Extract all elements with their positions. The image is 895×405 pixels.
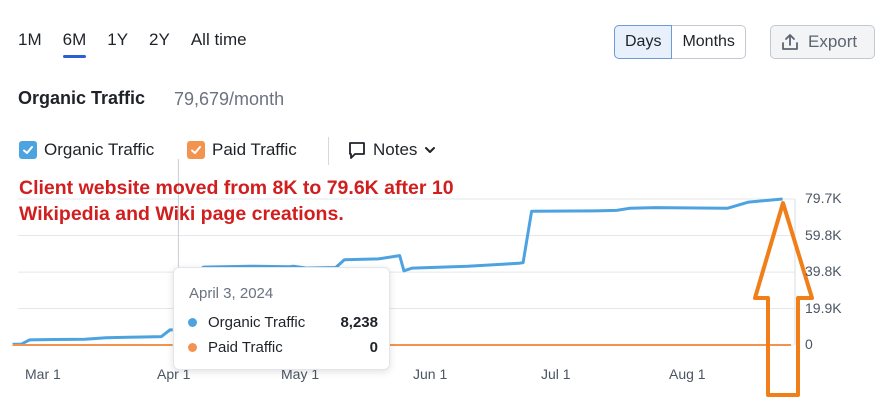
x-tick-label: Jul 1 [541,366,571,382]
tooltip-series-value: 0 [369,339,378,356]
paid-dot-icon [188,343,197,352]
legend-organic[interactable]: Organic Traffic [19,140,154,160]
legend-paid-label: Paid Traffic [212,140,297,159]
checkbox-checked-icon [19,141,37,159]
x-tick-label: Apr 1 [157,366,191,382]
days-button[interactable]: Days [614,25,673,59]
traffic-value: 79,679/month [174,89,285,109]
tab-6m[interactable]: 6M [62,30,86,58]
tooltip-row-paid: Paid Traffic 0 [188,339,378,356]
tab-all-time[interactable]: All time [190,30,247,49]
y-tick-label: 19.9K [805,300,842,316]
y-tick-label: 59.8K [805,227,842,243]
annotation-text: Client website moved from 8K to 79.6K af… [19,177,454,225]
x-tick-label: Aug 1 [669,366,706,382]
organic-dot-icon [188,318,197,327]
legend-divider [328,137,329,165]
notes-dropdown[interactable]: Notes [347,140,437,160]
chevron-down-icon [423,143,437,157]
tooltip-date: April 3, 2024 [189,285,274,302]
export-icon [781,33,799,51]
up-arrow-annotation [753,201,814,397]
y-tick-label: 79.7K [805,190,842,206]
days-months-toggle: Days Months [614,25,746,59]
tooltip-row-organic: Organic Traffic 8,238 [188,314,378,331]
export-label: Export [808,32,858,51]
comment-icon [347,140,367,160]
x-tick-label: Mar 1 [25,366,61,382]
x-tick-label: May 1 [281,366,320,382]
legend-paid[interactable]: Paid Traffic [187,140,297,160]
export-button[interactable]: Export [770,25,875,59]
checkbox-checked-icon [187,141,205,159]
tooltip-series-name: Paid Traffic [208,339,283,356]
period-tabs: 1M 6M 1Y 2Y All time [18,30,268,58]
tab-1m[interactable]: 1M [18,30,42,49]
chart-tooltip: April 3, 2024 Organic Traffic 8,238 Paid… [173,267,390,370]
tab-2y[interactable]: 2Y [149,30,170,49]
x-tick-label: Jun 1 [413,366,448,382]
months-button[interactable]: Months [672,25,746,59]
page-title: Organic Traffic [18,88,146,108]
y-tick-label: 39.8K [805,263,842,279]
notes-label: Notes [373,140,418,159]
tab-1y[interactable]: 1Y [107,30,129,49]
legend-organic-label: Organic Traffic [44,140,155,159]
tooltip-series-name: Organic Traffic [208,314,306,331]
y-tick-label: 0 [805,336,813,352]
tooltip-series-value: 8,238 [340,314,378,331]
